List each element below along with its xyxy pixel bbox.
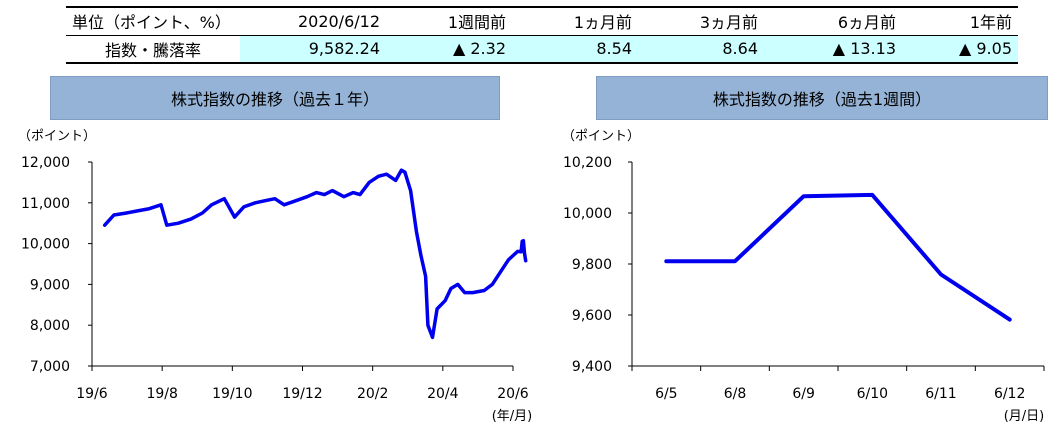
3month-header: 3ヵ月前 bbox=[638, 6, 764, 36]
y-tick-label: 7,000 bbox=[30, 359, 70, 375]
chart-title-1year: 株式指数の推移（過去１年） bbox=[50, 76, 500, 120]
unit-header: 単位（ポイント、%） bbox=[66, 6, 240, 36]
x-tick-label: 6/10 bbox=[857, 386, 888, 402]
x-tick-label: 6/9 bbox=[792, 386, 815, 402]
y-tick-label: 10,200 bbox=[563, 155, 612, 171]
chart-1week: （ポイント） 9,400 9,600 9,800 10,000 10,200 6/5 6/… bbox=[562, 129, 1045, 424]
chart-1year: （ポイント） 7,000 8,000 9,000 10,000 11,000 12,000… bbox=[18, 129, 532, 424]
x-tick-label: 19/12 bbox=[282, 386, 322, 402]
x-tick-label: 19/6 bbox=[76, 386, 108, 402]
1month-change: 8.54 bbox=[512, 35, 638, 64]
6month-header: 6ヵ月前 bbox=[764, 6, 902, 36]
y-tick-label: 10,000 bbox=[563, 206, 612, 222]
y-tick-label: 12,000 bbox=[21, 155, 70, 171]
3month-change: 8.64 bbox=[638, 35, 764, 64]
x-tick-label: 20/2 bbox=[357, 386, 388, 402]
x-tick-label: 6/8 bbox=[724, 386, 747, 402]
x-tick-label: 6/12 bbox=[994, 386, 1025, 402]
x-unit-label-left: (年/月) bbox=[492, 409, 533, 424]
date-header: 2020/6/12 bbox=[240, 6, 386, 36]
y-unit-label-left: （ポイント） bbox=[18, 129, 96, 144]
x-tick-label: 6/5 bbox=[655, 386, 678, 402]
summary-table: 単位（ポイント、%） 2020/6/12 1週間前 1ヵ月前 3ヵ月前 6ヵ月前… bbox=[66, 6, 1018, 64]
y-tick-label: 9,000 bbox=[30, 277, 70, 293]
series-line-1year bbox=[102, 168, 528, 340]
y-tick-label: 9,800 bbox=[572, 257, 612, 273]
x-tick-label: 6/11 bbox=[925, 386, 956, 402]
chart-title-1week: 株式指数の推移（過去1週間） bbox=[596, 76, 1048, 120]
1week-header: 1週間前 bbox=[386, 6, 512, 36]
1year-header: 1年前 bbox=[902, 6, 1018, 36]
1year-change: ▲ 9.05 bbox=[902, 35, 1018, 64]
x-tick-label: 19/8 bbox=[146, 386, 177, 402]
x-tick-label: 19/10 bbox=[212, 386, 252, 402]
1week-change: ▲ 2.32 bbox=[386, 35, 512, 64]
summary-value-row: 指数・騰落率 9,582.24 ▲ 2.32 8.54 8.64 ▲ 13.13… bbox=[66, 35, 1018, 64]
x-unit-label-right: (月/日) bbox=[1004, 409, 1045, 424]
x-tick-label: 20/4 bbox=[427, 386, 459, 402]
1month-header: 1ヵ月前 bbox=[512, 6, 638, 36]
y-tick-label: 10,000 bbox=[21, 237, 70, 253]
y-tick-label: 9,400 bbox=[572, 359, 612, 375]
y-tick-label: 11,000 bbox=[21, 196, 70, 212]
6month-change: ▲ 13.13 bbox=[764, 35, 902, 64]
series-line-1week bbox=[664, 192, 1012, 322]
y-tick-label: 8,000 bbox=[30, 318, 70, 334]
y-unit-label-right: （ポイント） bbox=[562, 129, 640, 144]
y-tick-label: 9,600 bbox=[572, 308, 612, 324]
x-tick-label: 20/6 bbox=[497, 386, 529, 402]
row-label: 指数・騰落率 bbox=[66, 35, 240, 64]
index-value: 9,582.24 bbox=[240, 35, 386, 64]
summary-header-row: 単位（ポイント、%） 2020/6/12 1週間前 1ヵ月前 3ヵ月前 6ヵ月前… bbox=[66, 6, 1018, 36]
